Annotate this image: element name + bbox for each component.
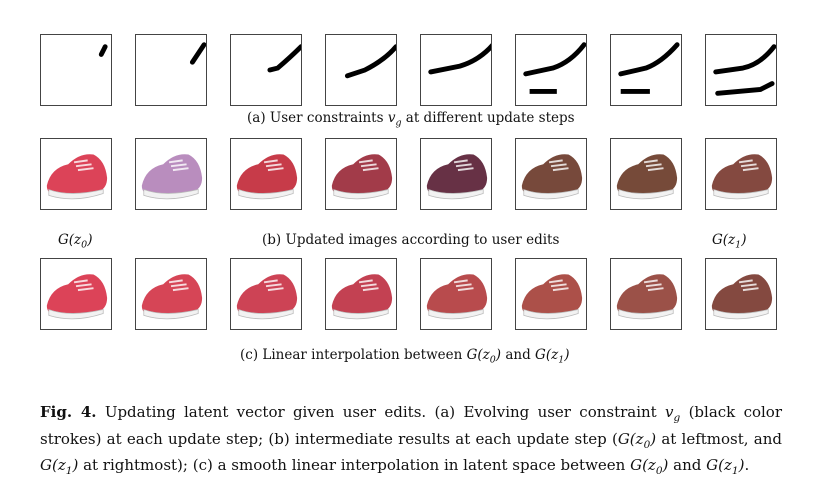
constraint-panel-4	[325, 34, 397, 106]
constraint-panel-2	[135, 34, 207, 106]
row-a-caption: (a) User constraints vg at different upd…	[247, 110, 575, 129]
interpolated-image-panel-8	[705, 258, 777, 330]
interpolated-image-panel-3	[230, 258, 302, 330]
shoe-image-icon	[236, 274, 298, 320]
interpolated-image-panel-7	[610, 258, 682, 330]
interpolated-image-panel-2	[135, 258, 207, 330]
shoe-image-icon	[141, 154, 203, 200]
constraint-panel-6	[515, 34, 587, 106]
row-b-caption: (b) Updated images according to user edi…	[262, 232, 560, 248]
row-c-caption: (c) Linear interpolation between G(z0) a…	[240, 347, 570, 366]
row-b-updated-images	[40, 138, 782, 210]
updated-image-panel-8	[705, 138, 777, 210]
updated-image-panel-1	[40, 138, 112, 210]
figure-caption: Fig. 4. Updating latent vector given use…	[40, 403, 782, 477]
shoe-image-icon	[521, 274, 583, 320]
updated-image-panel-4	[325, 138, 397, 210]
updated-image-panel-6	[515, 138, 587, 210]
stroke-mark	[98, 44, 108, 57]
shoe-image-icon	[711, 154, 773, 200]
interpolated-image-panel-5	[420, 258, 492, 330]
constraint-panel-3	[230, 34, 302, 106]
shoe-image-icon	[711, 274, 773, 320]
shoe-image-icon	[46, 154, 108, 200]
shoe-image-icon	[331, 274, 393, 320]
updated-image-panel-2	[135, 138, 207, 210]
shoe-image-icon	[426, 154, 488, 200]
interpolated-image-panel-6	[515, 258, 587, 330]
shoe-image-icon	[521, 154, 583, 200]
g-z1-label: G(z1)	[712, 232, 747, 251]
shoe-image-icon	[616, 274, 678, 320]
shoe-image-icon	[236, 154, 298, 200]
updated-image-panel-7	[610, 138, 682, 210]
row-a-constraints	[40, 34, 782, 106]
shoe-image-icon	[426, 274, 488, 320]
constraint-panel-5	[420, 34, 492, 106]
g-z0-label: G(z0)	[58, 232, 93, 251]
constraint-panel-1	[40, 34, 112, 106]
shoe-image-icon	[141, 274, 203, 320]
updated-image-panel-3	[230, 138, 302, 210]
constraint-panel-7	[610, 34, 682, 106]
interpolated-image-panel-4	[325, 258, 397, 330]
constraint-panel-8	[705, 34, 777, 106]
shoe-image-icon	[46, 274, 108, 320]
shoe-image-icon	[616, 154, 678, 200]
figure-label: Fig. 4.	[40, 403, 97, 421]
interpolated-image-panel-1	[40, 258, 112, 330]
updated-image-panel-5	[420, 138, 492, 210]
shoe-image-icon	[331, 154, 393, 200]
row-c-interpolation	[40, 258, 782, 330]
